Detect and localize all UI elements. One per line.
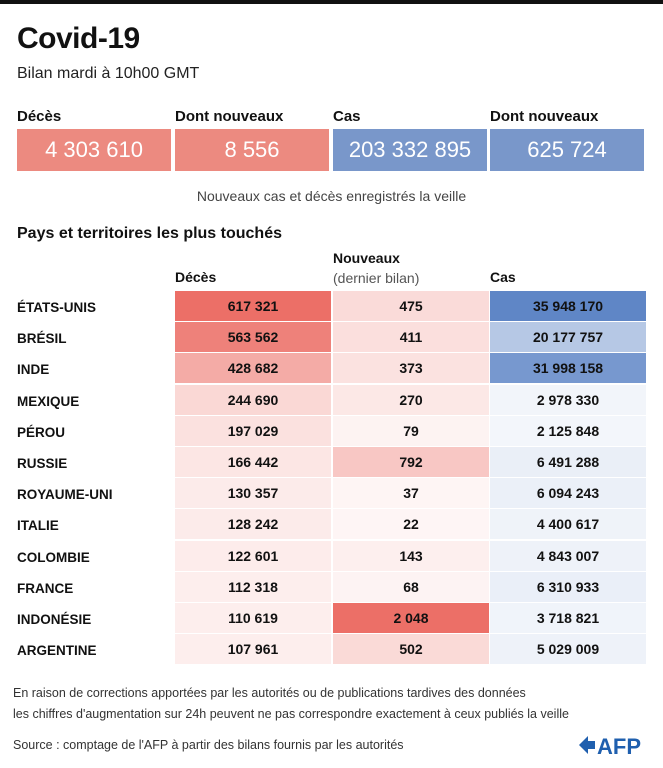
- table-row: ROYAUME-UNI 130 357 37 6 094 243: [0, 478, 663, 509]
- cases-cell: 20 177 757: [490, 322, 646, 353]
- new-cell: 373: [333, 353, 489, 384]
- summary-label-cases: Cas: [333, 108, 361, 125]
- deaths-cell: 112 318: [175, 571, 331, 602]
- new-cell: 792: [333, 447, 489, 477]
- footnote-line-2: les chiffres d'augmentation sur 24h peuv…: [13, 707, 569, 721]
- column-header-new-title: Nouveaux: [333, 250, 400, 266]
- table-row: MEXIQUE 244 690 270 2 978 330: [0, 384, 663, 416]
- cases-cell: 4 400 617: [490, 509, 646, 540]
- deaths-cell: 107 961: [175, 634, 331, 665]
- deaths-cell: 563 562: [175, 322, 331, 353]
- country-label: ROYAUME-UNI: [17, 487, 113, 503]
- new-cell: 79: [333, 415, 489, 446]
- summary-label-new-deaths: Dont nouveaux: [175, 108, 284, 125]
- table-row: PÉROU 197 029 79 2 125 848: [0, 415, 663, 447]
- footnote-line-1: En raison de corrections apportées par l…: [13, 686, 526, 700]
- page-subtitle: Bilan mardi à 10h00 GMT: [17, 65, 200, 82]
- country-label: ITALIE: [17, 518, 59, 534]
- table-row: INDONÉSIE 110 619 2 048 3 718 821: [0, 603, 663, 634]
- deaths-cell: 244 690: [175, 384, 331, 415]
- new-cell: 411: [333, 322, 489, 353]
- country-label: COLOMBIE: [17, 549, 90, 565]
- cases-cell: 4 843 007: [490, 540, 646, 571]
- table-row: ARGENTINE 107 961 502 5 029 009: [0, 634, 663, 665]
- cases-cell: 6 094 243: [490, 478, 646, 509]
- table-row: ÉTATS-UNIS 617 321 475 35 948 170: [0, 291, 663, 322]
- deaths-cell: 617 321: [175, 291, 331, 321]
- country-label: INDE: [17, 362, 50, 378]
- page-title: Covid-19: [17, 22, 140, 55]
- cases-cell: 35 948 170: [490, 291, 646, 321]
- country-label: MEXIQUE: [17, 393, 80, 409]
- table-row: FRANCE 112 318 68 6 310 933: [0, 571, 663, 603]
- new-cell: 143: [333, 540, 489, 571]
- new-cell: 502: [333, 634, 489, 665]
- new-cell: 68: [333, 571, 489, 602]
- country-label: RUSSIE: [17, 456, 68, 471]
- deaths-cell: 166 442: [175, 447, 331, 477]
- summary-note: Nouveaux cas et décès enregistrés la vei…: [196, 188, 467, 204]
- new-cell: 37: [333, 478, 489, 509]
- country-label: PÉROU: [17, 424, 66, 440]
- summary-label-new-cases: Dont nouveaux: [490, 108, 599, 125]
- column-header-deaths: Décès: [175, 269, 217, 285]
- cases-cell: 2 978 330: [490, 384, 646, 415]
- column-header-new-subtitle: (dernier bilan): [333, 270, 420, 286]
- summary-box-new-deaths: 8 556: [175, 129, 329, 171]
- cases-cell: 5 029 009: [490, 634, 646, 665]
- deaths-cell: 122 601: [175, 540, 331, 571]
- summary-box-cases: 203 332 895: [333, 129, 487, 171]
- afp-logo-text: AFP: [597, 734, 641, 759]
- source-credit: Source : comptage de l'AFP à partir des …: [13, 738, 404, 752]
- cases-cell: 2 125 848: [490, 415, 646, 446]
- new-cell: 270: [333, 384, 489, 415]
- new-cell: 475: [333, 291, 489, 321]
- table-row: COLOMBIE 122 601 143 4 843 007: [0, 540, 663, 572]
- column-header-cases: Cas: [490, 269, 516, 285]
- summary-box-deaths: 4 303 610: [17, 129, 171, 171]
- new-cell: 22: [333, 509, 489, 540]
- cases-cell: 6 491 288: [490, 447, 646, 477]
- cases-cell: 3 718 821: [490, 603, 646, 633]
- country-label: ÉTATS-UNIS: [17, 300, 96, 315]
- deaths-cell: 428 682: [175, 353, 331, 384]
- table-row: RUSSIE 166 442 792 6 491 288: [0, 447, 663, 478]
- country-label: FRANCE: [17, 580, 74, 596]
- deaths-cell: 110 619: [175, 603, 331, 633]
- afp-logo: AFP: [579, 734, 641, 759]
- table-row: INDE 428 682 373 31 998 158: [0, 353, 663, 384]
- country-label: ARGENTINE: [17, 643, 97, 659]
- deaths-cell: 128 242: [175, 509, 331, 540]
- section-title: Pays et territoires les plus touchés: [17, 225, 282, 242]
- afp-logo-arrow: [579, 736, 595, 754]
- summary-label-deaths: Décès: [17, 108, 62, 125]
- deaths-cell: 130 357: [175, 478, 331, 509]
- table-row: ITALIE 128 242 22 4 400 617: [0, 509, 663, 540]
- cases-cell: 6 310 933: [490, 571, 646, 602]
- table-row: BRÉSIL 563 562 411 20 177 757: [0, 322, 663, 353]
- footnote: En raison de corrections apportées par l…: [13, 683, 569, 725]
- deaths-cell: 197 029: [175, 415, 331, 446]
- top-rule: [0, 0, 663, 4]
- country-label: BRÉSIL: [17, 331, 67, 347]
- country-label: INDONÉSIE: [17, 612, 92, 627]
- column-header-new: Nouveaux (dernier bilan): [333, 248, 419, 288]
- new-cell: 2 048: [333, 603, 489, 633]
- summary-box-new-cases: 625 724: [490, 129, 644, 171]
- cases-cell: 31 998 158: [490, 353, 646, 384]
